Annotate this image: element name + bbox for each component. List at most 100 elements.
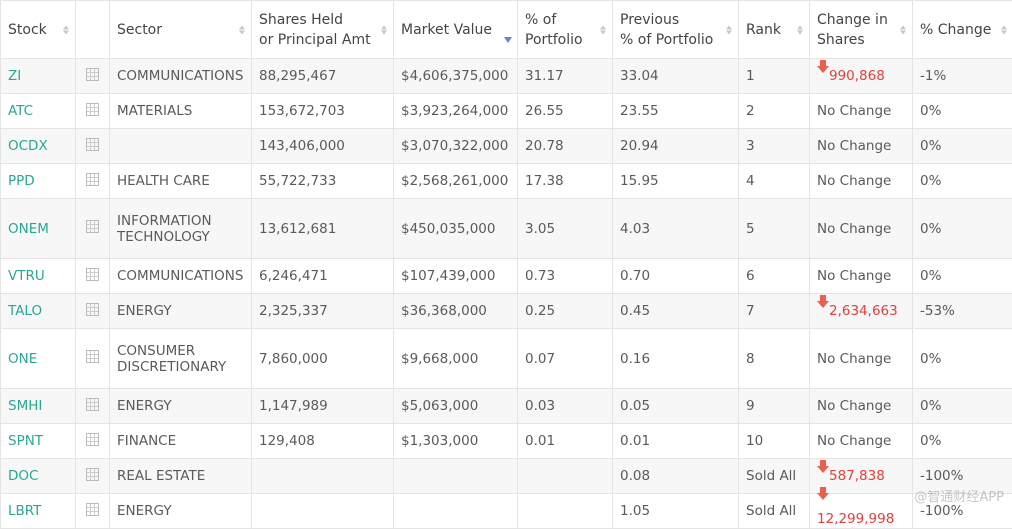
cell-rank: 2 <box>739 94 810 129</box>
ticker-link[interactable]: SMHI <box>8 398 42 414</box>
grid-icon[interactable] <box>86 103 99 116</box>
cell-pct <box>518 494 613 529</box>
cell-pct: 0.07 <box>518 329 613 389</box>
cell-prev: 1.05 <box>613 494 739 529</box>
cell-rank: 5 <box>739 199 810 259</box>
cell-pct-change: 0% <box>913 129 1012 164</box>
ticker-link[interactable]: ONE <box>8 351 37 367</box>
sort-arrows-icon[interactable] <box>1001 25 1007 34</box>
header-shares-label-2: or Principal Amt <box>259 32 371 48</box>
grid-icon[interactable] <box>86 303 99 316</box>
cell-pct-change: 0% <box>913 94 1012 129</box>
cell-sector: INFORMATION TECHNOLOGY <box>110 199 252 259</box>
cell-prev: 33.04 <box>613 59 739 94</box>
cell-value: $36,368,000 <box>394 294 518 329</box>
cell-chart <box>76 294 110 329</box>
grid-icon[interactable] <box>86 138 99 151</box>
cell-shares: 88,295,467 <box>252 59 394 94</box>
cell-prev: 4.03 <box>613 199 739 259</box>
cell-prev: 0.05 <box>613 389 739 424</box>
header-sector[interactable]: Sector <box>110 1 252 59</box>
sort-arrows-icon[interactable] <box>600 25 606 34</box>
ticker-link[interactable]: LBRT <box>8 503 41 519</box>
ticker-link[interactable]: ATC <box>8 103 33 119</box>
sort-arrows-icon[interactable] <box>63 25 69 34</box>
cell-shares: 153,672,703 <box>252 94 394 129</box>
header-market-value-label: Market Value <box>401 22 492 38</box>
ticker-link[interactable]: ZI <box>8 68 21 84</box>
ticker-link[interactable]: OCDX <box>8 138 48 154</box>
cell-ticker: ONEM <box>1 199 76 259</box>
cell-pct <box>518 459 613 494</box>
sort-arrows-icon[interactable] <box>797 25 803 34</box>
sort-desc-icon[interactable] <box>504 37 512 43</box>
cell-sector: FINANCE <box>110 424 252 459</box>
sort-arrows-icon[interactable] <box>900 25 906 34</box>
grid-icon[interactable] <box>86 173 99 186</box>
cell-shares: 129,408 <box>252 424 394 459</box>
sort-arrows-icon[interactable] <box>239 25 245 34</box>
cell-pct-change: -1% <box>913 59 1012 94</box>
grid-icon[interactable] <box>86 433 99 446</box>
cell-ticker: VTRU <box>1 259 76 294</box>
cell-ticker: ONE <box>1 329 76 389</box>
grid-icon[interactable] <box>86 68 99 81</box>
ticker-link[interactable]: SPNT <box>8 433 43 449</box>
ticker-link[interactable]: PPD <box>8 173 35 189</box>
down-arrow-icon <box>817 460 829 474</box>
cell-change-shares: No Change <box>810 94 913 129</box>
header-prev-pct[interactable]: Previous% of Portfolio <box>613 1 739 59</box>
cell-value <box>394 494 518 529</box>
cell-change-shares: No Change <box>810 164 913 199</box>
cell-pct: 0.03 <box>518 389 613 424</box>
cell-sector: COMMUNICATIONS <box>110 259 252 294</box>
header-stock[interactable]: Stock <box>1 1 76 59</box>
grid-icon[interactable] <box>86 398 99 411</box>
grid-icon[interactable] <box>86 220 99 233</box>
cell-ticker: SMHI <box>1 389 76 424</box>
cell-pct-change: 0% <box>913 389 1012 424</box>
grid-icon[interactable] <box>86 468 99 481</box>
cell-chart <box>76 94 110 129</box>
cell-shares: 13,612,681 <box>252 199 394 259</box>
ticker-link[interactable]: TALO <box>8 303 42 319</box>
ticker-link[interactable]: ONEM <box>8 221 49 237</box>
cell-chart <box>76 494 110 529</box>
grid-icon[interactable] <box>86 268 99 281</box>
cell-sector: HEALTH CARE <box>110 164 252 199</box>
cell-prev: 20.94 <box>613 129 739 164</box>
cell-ticker: SPNT <box>1 424 76 459</box>
change-amount: 990,868 <box>829 68 885 84</box>
ticker-link[interactable]: DOC <box>8 468 38 484</box>
header-rank[interactable]: Rank <box>739 1 810 59</box>
sort-arrows-icon[interactable] <box>726 25 732 34</box>
sort-arrows-icon[interactable] <box>381 25 387 34</box>
cell-pct: 17.38 <box>518 164 613 199</box>
cell-prev: 0.45 <box>613 294 739 329</box>
header-market-value[interactable]: Market Value <box>394 1 518 59</box>
ticker-link[interactable]: VTRU <box>8 268 45 284</box>
grid-icon[interactable] <box>86 503 99 516</box>
grid-icon[interactable] <box>86 350 99 363</box>
down-arrow-icon <box>817 487 829 501</box>
cell-change-shares: 12,299,998 <box>810 494 913 529</box>
cell-pct-change: 0% <box>913 259 1012 294</box>
cell-rank: 8 <box>739 329 810 389</box>
header-pct-change[interactable]: % Change <box>913 1 1012 59</box>
